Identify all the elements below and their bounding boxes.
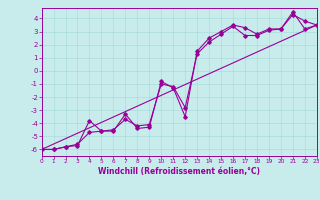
X-axis label: Windchill (Refroidissement éolien,°C): Windchill (Refroidissement éolien,°C) xyxy=(98,167,260,176)
